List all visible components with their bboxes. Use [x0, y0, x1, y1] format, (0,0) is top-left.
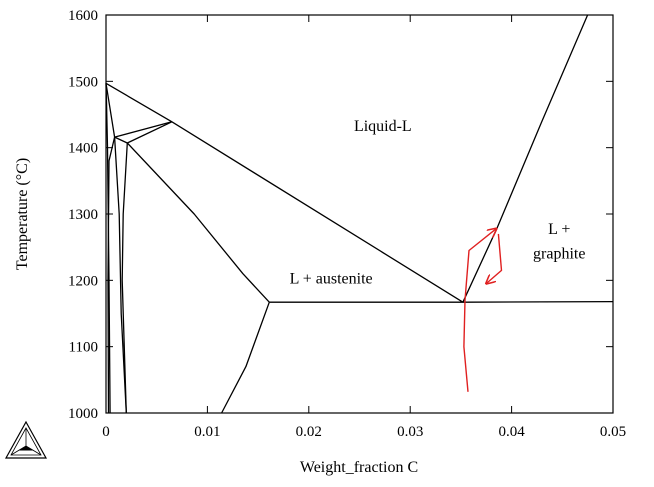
y-tick-label: 1500	[68, 74, 98, 90]
x-tick-label: 0.05	[600, 424, 626, 440]
cooling-path-arrow	[463, 229, 497, 392]
tick-labels: 0 0.01 0.02 0.03 0.04 0.05 1000 1100 1200 1300 140…	[68, 8, 626, 440]
phase-region-label: Liquid-L	[354, 118, 412, 135]
phase-region-label: graphite	[533, 245, 585, 262]
phase-boundary-line	[126, 142, 270, 303]
y-tick-label: 1200	[68, 273, 98, 289]
y-tick-label: 1300	[68, 207, 98, 223]
phase-region-label: L +	[548, 221, 570, 238]
y-axis-label: Temperature (°C)	[14, 158, 31, 270]
phase-boundary-line	[113, 137, 127, 414]
x-tick-label: 0.04	[498, 424, 525, 440]
phase-boundary-line	[114, 136, 128, 144]
phase-boundary-line	[269, 300, 614, 303]
y-tick-label: 1400	[68, 141, 98, 157]
y-tick-label: 1000	[68, 406, 98, 422]
phase-region-labels: Liquid-L L + austenite L + graphite	[290, 118, 586, 288]
x-tick-label: 0	[102, 424, 110, 440]
axis-ticks	[105, 14, 614, 414]
phase-boundary-line	[462, 14, 589, 303]
y-tick-label: 1100	[69, 340, 98, 356]
phase-boundary-line	[221, 301, 270, 414]
plot-frame	[105, 14, 614, 414]
triangle-logo-icon	[4, 420, 48, 459]
phase-boundary-line	[107, 136, 116, 414]
x-tick-label: 0.03	[397, 424, 423, 440]
phase-boundary-curves	[105, 14, 614, 414]
x-tick-label: 0.02	[296, 424, 322, 440]
phase-boundary-line	[105, 82, 464, 303]
phase-region-label: L + austenite	[290, 271, 373, 288]
x-axis-label: Weight_fraction C	[300, 459, 418, 476]
x-tick-label: 0.01	[194, 424, 220, 440]
phase-boundary-line	[121, 142, 128, 414]
phase-boundary-line	[127, 121, 173, 144]
phase-boundary-line	[105, 83, 111, 414]
y-tick-label: 1600	[68, 8, 98, 24]
cooling-path-arrow	[486, 233, 503, 284]
phase-boundary-line	[105, 83, 173, 138]
cooling-path-annotations	[463, 229, 503, 392]
